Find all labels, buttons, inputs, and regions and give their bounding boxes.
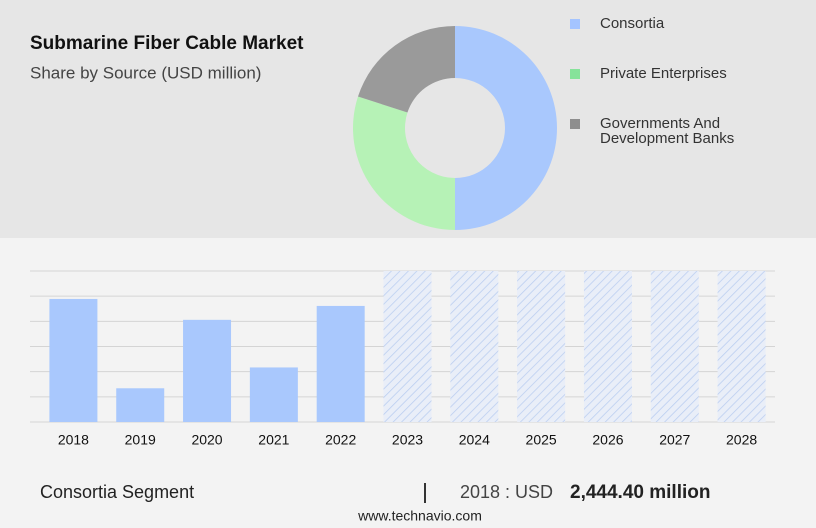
chart-title: Submarine Fiber Cable Market (30, 33, 304, 54)
x-tick-label: 2021 (258, 432, 289, 448)
segment-label: Consortia Segment (40, 482, 194, 502)
year-label: 2018 : USD (460, 482, 553, 502)
x-tick-label: 2024 (459, 432, 490, 448)
forecast-placeholder (383, 271, 432, 422)
bar (316, 305, 365, 422)
legend-label: Governments And Development Banks (600, 115, 735, 147)
legend-marker (570, 19, 580, 29)
bar (49, 298, 98, 422)
source: www.technavio.com (357, 508, 482, 524)
donut-slice (455, 26, 557, 230)
bar (183, 319, 232, 422)
forecast-placeholder (650, 271, 699, 422)
x-tick-label: 2022 (325, 432, 356, 448)
bar (116, 388, 165, 422)
highlight-value: 2,444.40 million (570, 482, 710, 503)
x-tick-label: 2020 (191, 432, 222, 448)
legend-marker (570, 69, 580, 79)
bar (249, 367, 298, 422)
x-tick-label: 2025 (526, 432, 557, 448)
legend-label: Private Enterprises (600, 65, 727, 82)
chart-subtitle: Share by Source (USD million) (30, 63, 261, 82)
donut-slice (353, 96, 455, 230)
legend-label: Consortia (600, 15, 665, 32)
x-tick-label: 2028 (726, 432, 757, 448)
legend-marker (570, 119, 580, 129)
donut-slice (357, 26, 455, 113)
forecast-placeholder (450, 271, 499, 422)
forecast-placeholder (717, 271, 766, 422)
x-tick-label: 2023 (392, 432, 423, 448)
x-tick-label: 2019 (125, 432, 156, 448)
x-tick-label: 2018 (58, 432, 89, 448)
forecast-placeholder (583, 271, 632, 422)
x-tick-label: 2027 (659, 432, 690, 448)
forecast-placeholder (517, 271, 566, 422)
x-tick-label: 2026 (592, 432, 623, 448)
